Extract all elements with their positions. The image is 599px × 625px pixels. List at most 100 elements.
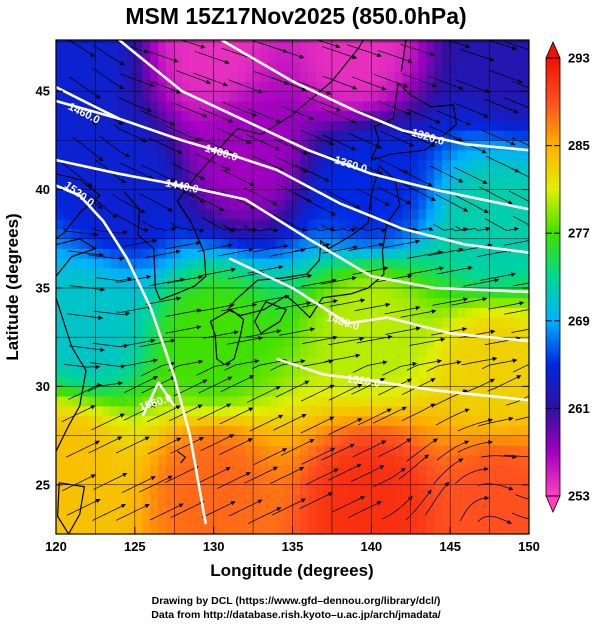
field-cell	[276, 317, 285, 328]
field-cell	[457, 395, 467, 407]
field-cell	[505, 130, 514, 141]
field-cell	[221, 297, 230, 308]
colorbar-tick-label: 293	[568, 51, 590, 66]
streamline	[68, 384, 102, 400]
field-cell	[213, 130, 222, 141]
field-cell	[221, 90, 230, 102]
field-cell	[355, 336, 364, 348]
field-cell	[126, 317, 136, 328]
field-cell	[457, 110, 467, 121]
field-cell	[307, 386, 317, 397]
field-cell	[260, 425, 270, 436]
field-cell	[95, 238, 104, 249]
field-cell	[457, 61, 467, 72]
field-cell	[237, 277, 246, 289]
field-cell	[95, 61, 104, 72]
field-cell	[229, 376, 238, 387]
field-cell	[229, 494, 238, 505]
field-cell	[426, 149, 435, 161]
field-cell	[300, 277, 309, 289]
field-cell	[331, 149, 341, 161]
field-cell	[378, 71, 388, 82]
field-cell	[489, 149, 498, 161]
field-cell	[268, 336, 278, 348]
field-cell	[150, 425, 159, 436]
field-cell	[520, 189, 529, 200]
field-cell	[300, 130, 309, 141]
field-cell	[205, 474, 214, 486]
field-cell	[473, 504, 482, 515]
streamline-arrowhead	[536, 51, 540, 54]
field-cell	[426, 120, 435, 131]
field-cell	[300, 376, 309, 387]
field-cell	[434, 179, 443, 190]
field-cell	[331, 218, 341, 230]
field-cell	[189, 81, 199, 92]
streamline-arrowhead	[466, 121, 472, 126]
field-cell	[331, 61, 341, 72]
field-cell	[110, 238, 120, 249]
field-cell	[276, 199, 285, 210]
streamline-arrowhead	[197, 404, 203, 409]
field-cell	[465, 258, 475, 269]
field-cell	[56, 258, 65, 269]
field-cell	[300, 238, 309, 249]
streamline	[243, 225, 278, 232]
streamline	[112, 193, 145, 214]
field-cell	[56, 218, 65, 230]
field-cell	[347, 395, 356, 407]
field-cell	[189, 346, 199, 358]
streamline	[427, 248, 463, 257]
field-cell	[339, 435, 348, 446]
field-cell	[213, 327, 222, 338]
field-cell	[339, 514, 348, 525]
field-cell	[457, 435, 467, 446]
streamline	[484, 218, 519, 231]
field-cell	[118, 159, 128, 171]
field-cell	[244, 130, 254, 141]
field-cell	[56, 179, 65, 190]
field-cell	[87, 523, 96, 534]
field-cell	[307, 504, 317, 515]
field-cell	[520, 366, 529, 377]
field-cell	[394, 445, 404, 456]
field-cell	[457, 464, 467, 476]
field-cell	[103, 238, 112, 249]
field-cell	[497, 140, 506, 151]
field-cell	[378, 523, 388, 534]
field-cell	[56, 71, 65, 82]
field-cell	[79, 445, 88, 456]
field-cell	[237, 307, 246, 318]
field-cell	[371, 258, 380, 269]
field-cell	[481, 346, 490, 358]
field-cell	[126, 376, 136, 387]
streamline	[457, 441, 493, 453]
field-cell	[87, 90, 96, 102]
streamline-arrowhead	[122, 473, 128, 478]
field-cell	[363, 71, 372, 82]
field-cell	[378, 307, 388, 318]
field-cell	[63, 169, 73, 181]
streamline-arrowhead	[283, 243, 289, 249]
field-cell	[181, 287, 191, 299]
field-cell	[426, 238, 435, 249]
y-tick-label: 40	[36, 182, 50, 197]
field-cell	[418, 405, 427, 417]
streamline-arrowhead	[152, 238, 158, 244]
field-cell	[363, 474, 372, 486]
field-cell	[300, 356, 309, 368]
field-cell	[418, 159, 427, 171]
field-cell	[512, 376, 522, 387]
field-cell	[126, 130, 136, 141]
streamline-arrowhead	[385, 302, 391, 308]
field-cell	[197, 523, 207, 534]
x-tick-label: 135	[282, 539, 304, 554]
field-cell	[473, 484, 482, 495]
field-cell	[489, 40, 498, 43]
streamline-arrowhead	[543, 517, 547, 520]
field-cell	[441, 268, 451, 279]
field-cell	[268, 346, 278, 358]
field-cell	[300, 317, 309, 328]
field-cell	[166, 523, 175, 534]
field-cell	[434, 336, 443, 348]
